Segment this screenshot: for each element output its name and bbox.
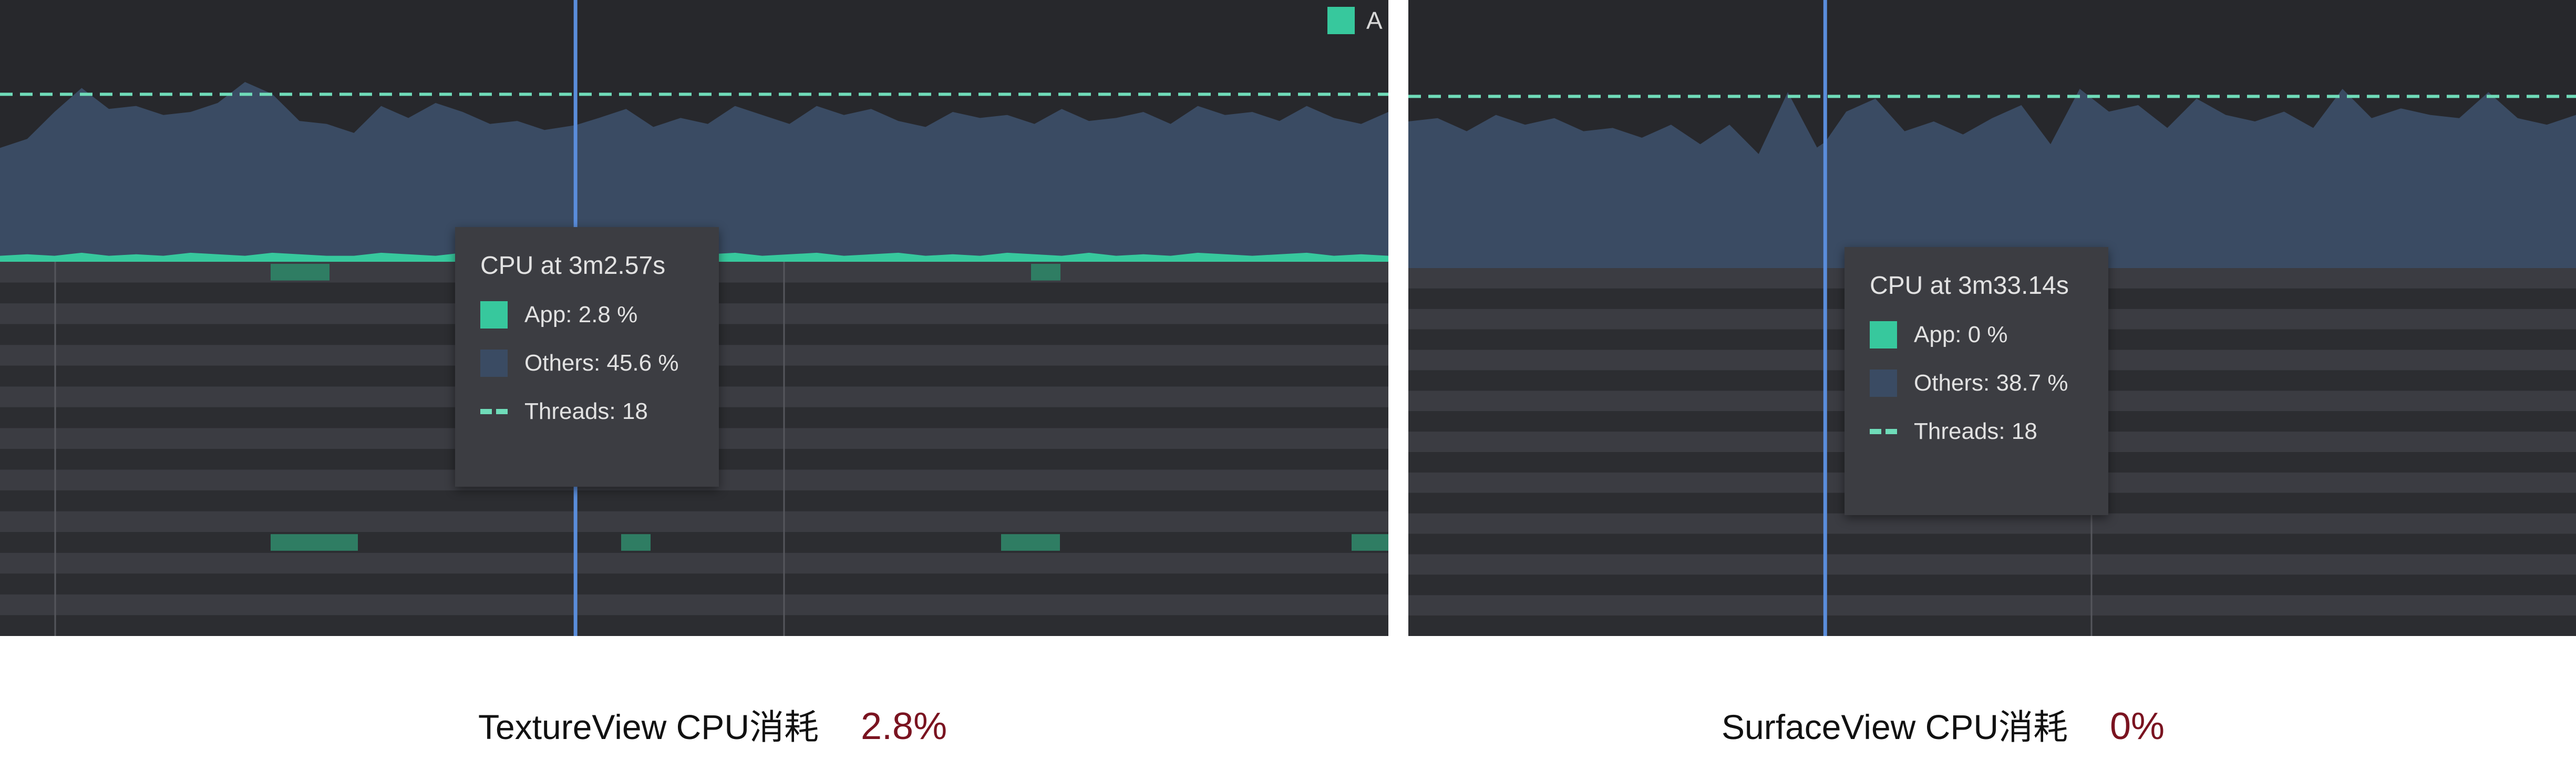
tooltip-title: CPU at 3m2.57s (480, 252, 666, 280)
tooltip-app-value: App: 0 % (1914, 322, 2008, 347)
others-cpu-area (1408, 89, 2576, 268)
thread-activity-block (271, 534, 358, 551)
tooltip-others-value: Others: 45.6 % (524, 350, 679, 376)
texture-view-caption: TextureView CPU消耗 2.8% (478, 699, 947, 750)
thread-activity-block (1001, 534, 1060, 551)
thread-lane (0, 552, 1388, 574)
others-cpu-area (0, 82, 1388, 262)
tooltip-threads-value: Threads: 18 (524, 398, 648, 424)
legend-label: A (1366, 7, 1383, 34)
tooltip-title: CPU at 3m33.14s (1870, 272, 2069, 300)
thread-lane (1408, 575, 2576, 596)
app-legend-swatch (1327, 7, 1355, 34)
tooltip-others-row: Others: 38.7 % (1870, 370, 2083, 397)
thread-lane (0, 490, 1388, 511)
tooltip-threads-value: Threads: 18 (1914, 418, 2037, 444)
tooltip-others-row: Others: 45.6 % (480, 350, 694, 377)
tooltip-threads-row: Threads: 18 (1870, 418, 2083, 445)
texture-view-cpu-panel: A CPU at 3m2.57s App: 2.8 % Others: 45.6… (0, 0, 1388, 636)
others-swatch (480, 350, 508, 377)
thread-activity-block (1352, 534, 1388, 551)
caption-label: SurfaceView CPU消耗 (1722, 707, 2068, 746)
thread-lane (1408, 534, 2576, 555)
tooltip-others-value: Others: 38.7 % (1914, 370, 2068, 396)
cpu-tooltip: CPU at 3m2.57s App: 2.8 % Others: 45.6 %… (455, 227, 719, 487)
caption-value: 0% (2110, 705, 2165, 747)
thread-lane (1408, 595, 2576, 616)
threads-dash-icon (480, 398, 508, 425)
thread-lane (0, 573, 1388, 594)
thread-lane (0, 615, 1388, 636)
thread-lane (0, 532, 1388, 553)
caption-value: 2.8% (860, 705, 947, 747)
app-swatch (480, 301, 508, 329)
thread-lane (1408, 513, 2576, 534)
app-swatch (1870, 321, 1897, 348)
tooltip-app-value: App: 2.8 % (524, 302, 638, 327)
thread-lane (0, 594, 1388, 616)
caption-label: TextureView CPU消耗 (478, 707, 819, 746)
surface-view-caption: SurfaceView CPU消耗 0% (1722, 699, 2165, 750)
thread-activity-block (621, 534, 651, 551)
thread-activity-block (271, 263, 329, 281)
tooltip-app-row: App: 2.8 % (480, 301, 694, 329)
chart-legend: A (1327, 6, 1383, 35)
thread-lane (1408, 554, 2576, 575)
threads-dash-icon (1870, 418, 1897, 445)
surface-view-cpu-panel: CPU at 3m33.14s App: 0 % Others: 38.7 % … (1408, 0, 2576, 636)
tooltip-app-row: App: 0 % (1870, 321, 2083, 348)
cpu-tooltip: CPU at 3m33.14s App: 0 % Others: 38.7 % … (1845, 247, 2108, 515)
thread-lane (1408, 616, 2576, 636)
thread-activity-block (1031, 263, 1060, 281)
tooltip-threads-row: Threads: 18 (480, 398, 694, 425)
thread-lane (0, 511, 1388, 532)
others-swatch (1870, 370, 1897, 397)
